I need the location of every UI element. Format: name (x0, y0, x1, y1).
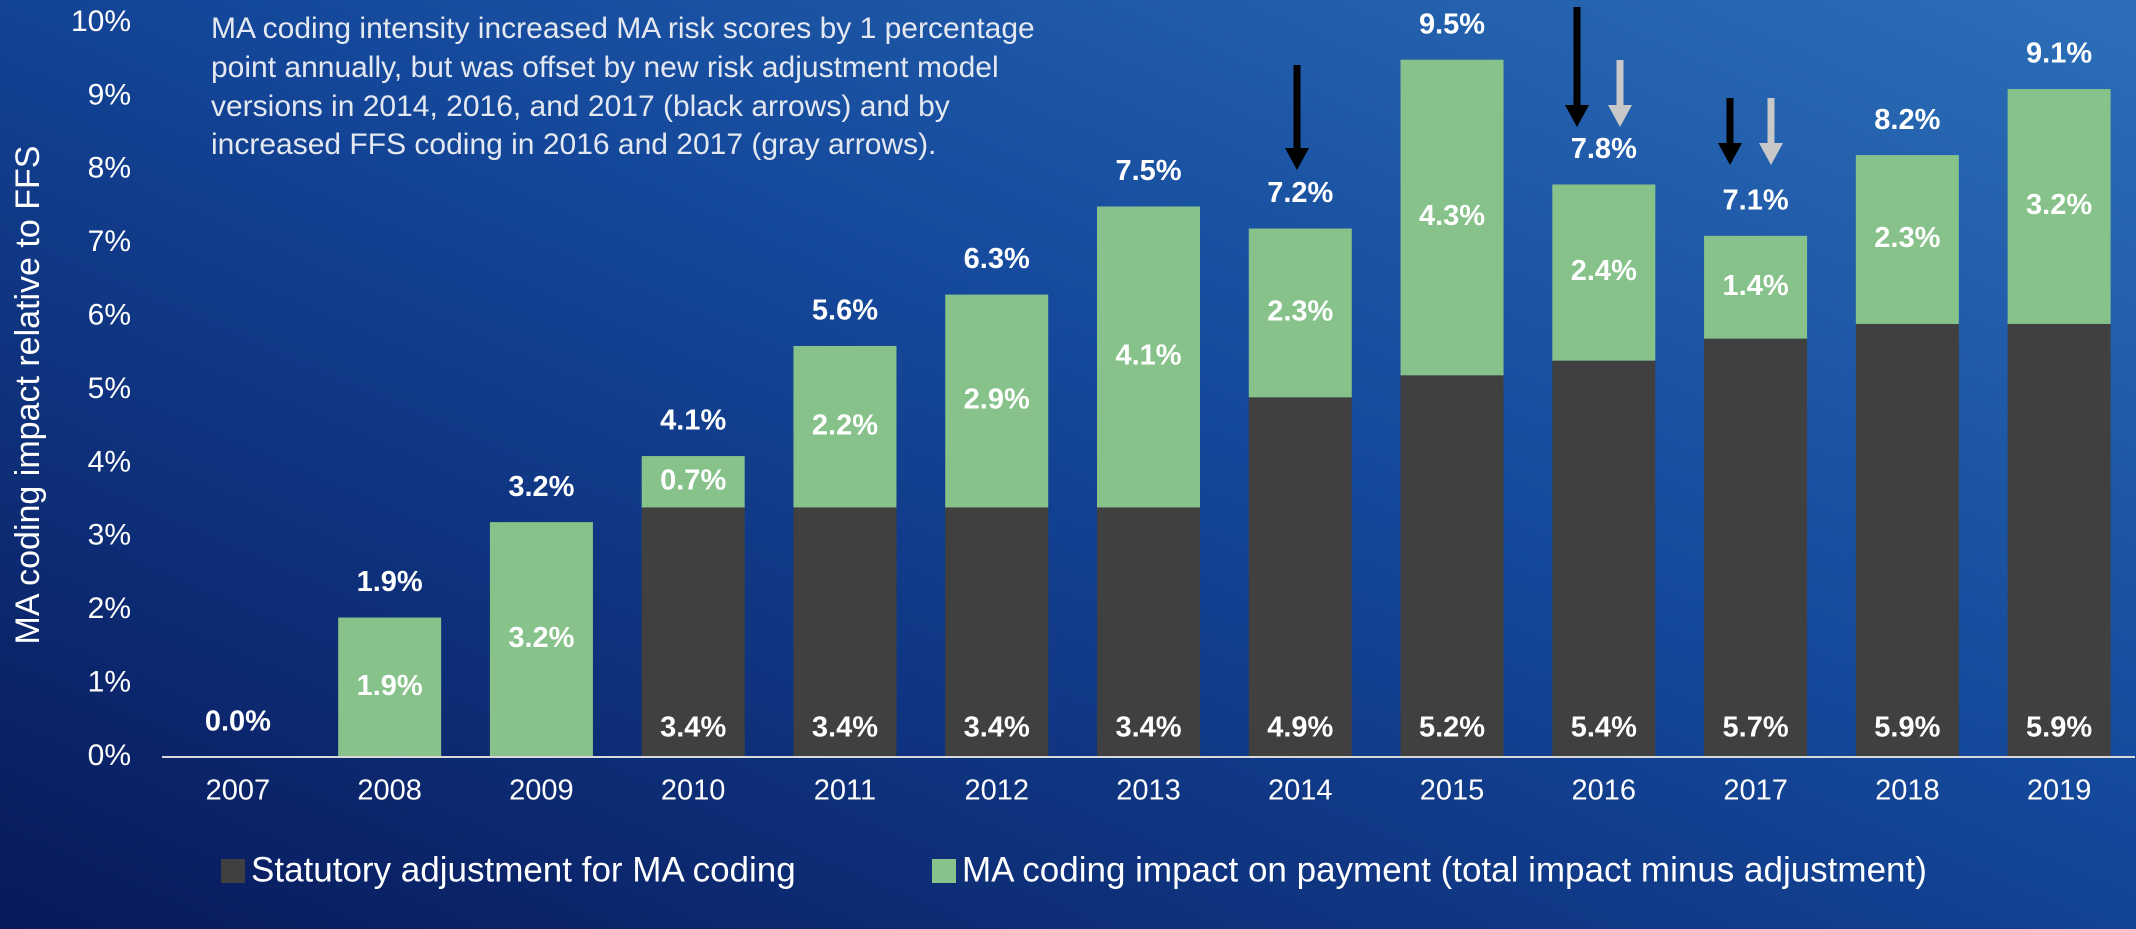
y-tick-label: 7% (88, 225, 131, 258)
bar-segment (1855, 155, 1959, 324)
value-label: 3.4% (660, 712, 726, 744)
total-label: 7.5% (1115, 155, 1181, 187)
bar-segment (641, 507, 745, 757)
bar-segment (2007, 323, 2111, 757)
value-label: 3.2% (508, 622, 574, 654)
value-label: 4.9% (1267, 712, 1333, 744)
value-label: 2.3% (1874, 222, 1940, 254)
value-label: 2.2% (812, 409, 878, 441)
y-tick-label: 8% (88, 152, 131, 185)
y-axis-label: MA coding impact relative to FFS (9, 146, 47, 645)
x-tick-label: 2009 (509, 775, 574, 807)
bar-segment (1704, 338, 1808, 757)
bar-segment (1855, 323, 1959, 757)
total-label: 8.2% (1874, 104, 1940, 136)
total-label: 1.9% (357, 566, 423, 598)
arrows (1285, 7, 1783, 170)
x-tick-label: 2008 (357, 775, 422, 807)
legend-label: MA coding impact on payment (total impac… (962, 850, 1927, 889)
total-label: 7.2% (1267, 177, 1333, 209)
value-label: 5.9% (1874, 712, 1940, 744)
total-label: 5.6% (812, 295, 878, 327)
x-tick-label: 2015 (1420, 775, 1485, 807)
value-label: 5.2% (1419, 712, 1485, 744)
bar-segment (1097, 206, 1200, 508)
y-tick-label: 4% (88, 445, 131, 478)
value-label: 3.4% (812, 712, 878, 744)
bar-segment (1248, 228, 1352, 398)
value-label: 0.7% (660, 464, 726, 496)
total-label: 6.3% (964, 243, 1030, 275)
y-tick-label: 6% (88, 299, 131, 332)
value-label: 3.2% (2026, 189, 2092, 221)
arrow-head (1759, 143, 1783, 165)
y-tick-label: 9% (88, 78, 131, 111)
y-tick-label: 10% (71, 5, 131, 38)
bar-segment (1704, 235, 1808, 339)
annotation-line: MA coding intensity increased MA risk sc… (211, 12, 1035, 45)
arrow-head (1608, 105, 1632, 127)
bar-segment (793, 345, 897, 508)
bar-segment (641, 456, 745, 508)
value-label: 2.9% (964, 384, 1030, 416)
y-tick-label: 2% (88, 592, 131, 625)
annotation-line: point annually, but was offset by new ri… (211, 51, 999, 84)
y-tick-label: 5% (88, 372, 131, 405)
bar-segment (2007, 89, 2111, 324)
total-label: 7.1% (1723, 185, 1789, 217)
bar-segment (945, 294, 1049, 508)
x-tick-label: 2010 (661, 775, 726, 807)
annotation: MA coding intensity increased MA risk sc… (211, 12, 1035, 161)
arrow-head (1565, 105, 1589, 127)
legend-swatch (932, 859, 956, 883)
total-label: 3.2% (508, 471, 574, 503)
annotation-line: versions in 2014, 2016, and 2017 (black … (211, 90, 950, 123)
value-label: 3.4% (964, 712, 1030, 744)
total-label: 9.1% (2026, 38, 2092, 70)
value-label: 1.9% (357, 670, 423, 702)
value-label: 1.4% (1723, 270, 1789, 302)
value-label: 2.4% (1571, 255, 1637, 287)
value-label: 5.4% (1571, 712, 1637, 744)
total-label: 9.5% (1419, 8, 1485, 40)
y-tick-label: 0% (88, 739, 131, 772)
y-tick-label: 3% (88, 519, 131, 552)
x-tick-label: 2012 (964, 775, 1029, 807)
bar-segment (1552, 184, 1656, 361)
total-label: 0.0% (205, 706, 271, 738)
x-tick-label: 2017 (1723, 775, 1788, 807)
bar-segment (945, 507, 1049, 757)
bar-segment (1552, 360, 1656, 757)
bar-segment (1400, 59, 1504, 376)
x-tick-label: 2014 (1268, 775, 1333, 807)
bar-segment (338, 617, 442, 757)
legend-label: Statutory adjustment for MA coding (251, 850, 796, 889)
legend-swatch (221, 859, 245, 883)
arrow-head (1718, 143, 1742, 165)
value-label: 3.4% (1115, 712, 1181, 744)
total-label: 4.1% (660, 405, 726, 437)
bar-segment (1248, 397, 1352, 757)
y-tick-label: 1% (88, 666, 131, 699)
x-tick-label: 2016 (1572, 775, 1637, 807)
value-label: 5.9% (2026, 712, 2092, 744)
value-label: 5.7% (1723, 712, 1789, 744)
x-tick-label: 2018 (1875, 775, 1940, 807)
total-label: 7.8% (1571, 133, 1637, 165)
bar-segment (1097, 507, 1200, 757)
value-label: 2.3% (1267, 296, 1333, 328)
x-tick-label: 2011 (814, 775, 876, 807)
bar-segment (1400, 375, 1504, 757)
value-label: 4.3% (1419, 200, 1485, 232)
bar-segment (793, 507, 897, 757)
bar-segment (489, 522, 593, 757)
x-tick-label: 2013 (1116, 775, 1181, 807)
arrow-head (1285, 148, 1309, 170)
value-label: 4.1% (1115, 340, 1181, 372)
x-tick-label: 2007 (206, 775, 271, 807)
x-tick-label: 2019 (2027, 775, 2092, 807)
annotation-line: increased FFS coding in 2016 and 2017 (g… (211, 128, 936, 161)
